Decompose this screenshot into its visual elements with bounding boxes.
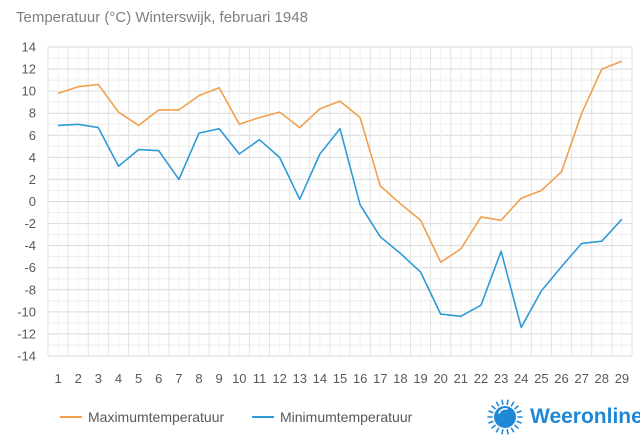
x-tick-label: 23 — [494, 371, 508, 386]
sun-ray — [510, 401, 515, 407]
y-tick-label: -4 — [24, 238, 36, 253]
x-tick-label: 14 — [313, 371, 327, 386]
x-tick-label: 17 — [373, 371, 387, 386]
y-tick-label: 12 — [22, 62, 36, 77]
sun-ray — [491, 424, 496, 429]
x-tick-label: 20 — [433, 371, 447, 386]
y-tick-label: 10 — [22, 84, 36, 99]
x-tick-label: 9 — [216, 371, 223, 386]
x-tick-label: 18 — [393, 371, 407, 386]
legend: Maximumtemperatuur Minimumtemperatuur — [60, 409, 413, 425]
sun-ray — [510, 427, 515, 433]
chart-title: Temperatuur (°C) Winterswijk, februari 1… — [16, 9, 308, 26]
x-tick-label: 2 — [75, 371, 82, 386]
x-tick-label: 13 — [292, 371, 306, 386]
y-tick-label: 0 — [29, 194, 36, 209]
sun-ray — [495, 401, 500, 407]
sun-ray — [491, 405, 496, 410]
x-tick-label: 19 — [413, 371, 427, 386]
x-tick-label: 28 — [595, 371, 609, 386]
x-tick-label: 25 — [534, 371, 548, 386]
sun-ray — [488, 420, 494, 424]
x-tick-label: 11 — [253, 371, 267, 386]
series-line-min — [58, 123, 623, 329]
sun-ray — [516, 410, 522, 414]
y-tick-label: 2 — [29, 172, 36, 187]
x-tick-label: 5 — [135, 371, 142, 386]
series-lines — [57, 60, 623, 329]
x-tick-label: 7 — [175, 371, 182, 386]
x-tick-label: 8 — [195, 371, 202, 386]
sun-ray — [506, 429, 509, 435]
sun-ray — [506, 399, 509, 405]
x-tick-label: 12 — [272, 371, 286, 386]
y-tick-label: -14 — [17, 349, 36, 364]
x-tick-label: 3 — [95, 371, 102, 386]
grid — [47, 46, 633, 357]
x-tick-label: 24 — [514, 371, 528, 386]
y-tick-label: -10 — [17, 304, 36, 319]
y-tick-label: 14 — [22, 40, 36, 55]
sun-ray — [501, 429, 504, 435]
x-tick-label: 22 — [474, 371, 488, 386]
y-tick-label: 6 — [29, 128, 36, 143]
x-tick-label: 29 — [615, 371, 629, 386]
sun-highlight — [498, 408, 508, 414]
x-tick-label: 10 — [232, 371, 246, 386]
x-tick-label: 6 — [155, 371, 162, 386]
y-tick-label: 4 — [29, 150, 36, 165]
sun-ray — [488, 410, 494, 414]
x-tick-label: 15 — [333, 371, 347, 386]
x-tick-label: 26 — [554, 371, 568, 386]
series-line-max — [57, 60, 623, 264]
y-tick-label: 8 — [29, 106, 36, 121]
x-tick-label: 4 — [115, 371, 122, 386]
y-tick-label: -12 — [17, 326, 36, 341]
y-axis-ticks: -14 -12 -10 -8 -6 -4 -2 0 2 4 6 8 10 12 14 — [17, 40, 36, 364]
x-axis-ticks: 1 2 3 4 5 6 7 8 9 10 11 12 13 14 15 16 17 18 19 20 21 22 23 24 2… — [54, 371, 629, 386]
brand-name: Weeronline — [530, 405, 640, 428]
weeronline-logo: Weeronline — [487, 399, 640, 435]
x-tick-label: 21 — [454, 371, 468, 386]
sun-ray — [516, 420, 522, 424]
sun-ray — [495, 427, 500, 433]
y-tick-label: -8 — [24, 282, 36, 297]
sun-ray — [514, 424, 519, 429]
sun-ray — [501, 399, 504, 405]
legend-label-max: Maximumtemperatuur — [88, 409, 224, 425]
x-tick-label: 27 — [574, 371, 588, 386]
y-tick-label: -2 — [24, 216, 36, 231]
x-tick-label: 16 — [353, 371, 367, 386]
x-tick-label: 1 — [54, 371, 61, 386]
y-tick-label: -6 — [24, 260, 36, 275]
legend-label-min: Minimumtemperatuur — [280, 409, 413, 425]
sun-icon — [487, 399, 523, 435]
sun-ray — [514, 405, 519, 410]
